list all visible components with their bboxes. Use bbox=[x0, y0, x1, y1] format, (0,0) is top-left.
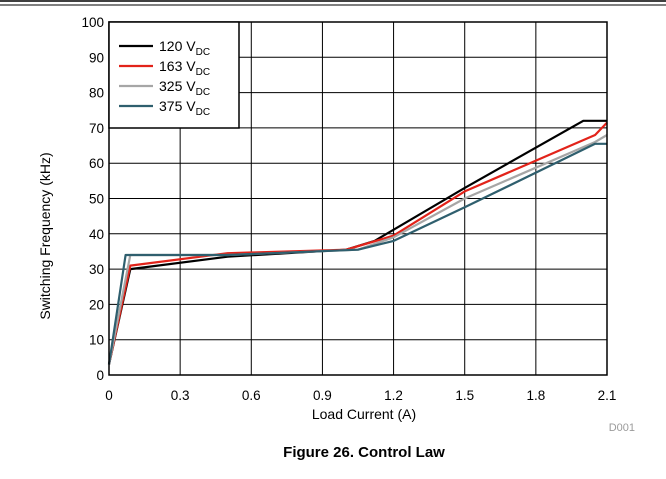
series-line-4 bbox=[107, 142, 607, 365]
series-line-2 bbox=[107, 121, 608, 365]
y-tick-label: 10 bbox=[89, 333, 104, 348]
y-tick-label: 100 bbox=[81, 15, 104, 30]
x-tick-label: 1.8 bbox=[526, 388, 545, 403]
series-line-1 bbox=[107, 119, 607, 365]
y-axis-title: Switching Frequency (kHz) bbox=[37, 152, 53, 319]
legend-label-3: 325 VDC bbox=[159, 78, 210, 98]
legend-label-2: 163 VDC bbox=[159, 58, 210, 78]
y-tick-label: 90 bbox=[89, 50, 104, 65]
legend-box bbox=[108, 21, 240, 129]
legend-label-subscript: DC bbox=[196, 67, 210, 78]
y-tick-label: 30 bbox=[89, 262, 104, 277]
legend-label-main: 325 V bbox=[159, 78, 196, 94]
x-tick-label: 0 bbox=[105, 388, 113, 403]
x-tick-labels: 0 0.3 0.6 0.9 1.2 1.5 1.8 2.1 bbox=[105, 388, 616, 403]
y-tick-label: 50 bbox=[89, 192, 104, 207]
x-tick-label: 0.3 bbox=[171, 388, 190, 403]
x-tick-label: 1.2 bbox=[384, 388, 403, 403]
plot-frame bbox=[108, 21, 608, 376]
legend-label-subscript: DC bbox=[196, 87, 210, 98]
figure-code: D001 bbox=[609, 422, 635, 434]
x-tick-label: 0.6 bbox=[242, 388, 261, 403]
legend-label-4: 375 VDC bbox=[159, 98, 210, 118]
x-tick-label: 1.5 bbox=[455, 388, 474, 403]
y-tick-label: 80 bbox=[89, 86, 104, 101]
legend-label-main: 163 V bbox=[159, 58, 196, 74]
y-tick-label: 0 bbox=[96, 368, 104, 383]
legend-label-subscript: DC bbox=[196, 107, 210, 118]
figure-caption: Figure 26. Control Law bbox=[283, 444, 445, 461]
x-tick-label: 2.1 bbox=[598, 388, 617, 403]
y-tick-label: 20 bbox=[89, 297, 104, 312]
legend-label-main: 375 V bbox=[159, 98, 196, 114]
legend-label-1: 120 VDC bbox=[159, 38, 210, 58]
x-tick-label: 0.9 bbox=[313, 388, 332, 403]
y-tick-label: 70 bbox=[89, 121, 104, 136]
x-axis-title: Load Current (A) bbox=[312, 406, 416, 422]
y-tick-labels: 0 10 20 30 40 50 60 70 80 90 100 bbox=[81, 15, 104, 383]
y-tick-label: 60 bbox=[89, 156, 104, 171]
series-lines bbox=[107, 119, 608, 365]
legend-label-main: 120 V bbox=[159, 38, 196, 54]
y-tick-label: 40 bbox=[89, 227, 104, 242]
legend-label-subscript: DC bbox=[196, 47, 210, 58]
